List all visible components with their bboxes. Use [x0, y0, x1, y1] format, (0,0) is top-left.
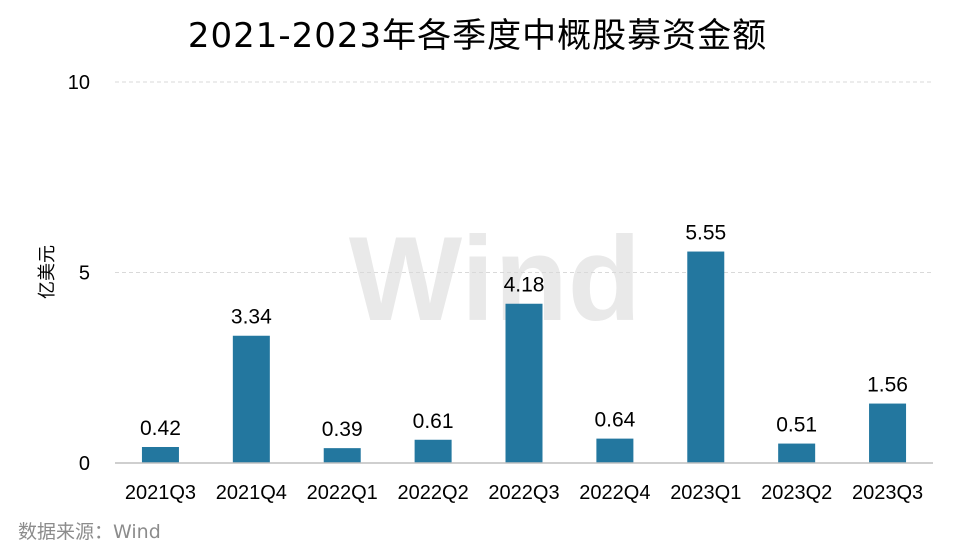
data-label: 4.18 — [504, 274, 545, 297]
bar — [232, 335, 270, 463]
y-tick-label: 10 — [68, 72, 90, 94]
x-tick-label: 2021Q3 — [125, 482, 196, 504]
x-tick-label: 2022Q2 — [398, 482, 469, 504]
data-label: 0.39 — [322, 418, 363, 441]
y-axis-label: 亿美元 — [37, 245, 58, 299]
watermark: Wind — [349, 212, 641, 346]
data-label: 0.51 — [776, 414, 817, 437]
x-tick-label: 2021Q4 — [216, 482, 287, 504]
x-tick-label: 2022Q3 — [488, 482, 559, 504]
data-label: 0.61 — [413, 410, 454, 433]
x-tick-label: 2023Q1 — [670, 482, 741, 504]
data-label: 0.64 — [594, 409, 635, 432]
x-tick-label: 2023Q3 — [852, 482, 923, 504]
bar — [141, 446, 179, 463]
bars — [141, 251, 907, 463]
x-tick-label: 2022Q4 — [579, 482, 650, 504]
y-tick-label: 5 — [79, 263, 90, 285]
bar — [687, 251, 725, 463]
bar — [414, 439, 452, 463]
source-note: 数据来源：Wind — [18, 521, 161, 543]
x-tick-label: 2023Q2 — [761, 482, 832, 504]
data-label: 3.34 — [231, 306, 272, 329]
data-label: 0.42 — [140, 417, 181, 440]
bar — [596, 438, 634, 463]
data-labels: 0.42 3.34 0.39 0.61 4.18 0.64 5.55 0.51 1.56 — [140, 222, 908, 442]
y-axis: 0 5 10 — [68, 72, 90, 475]
data-label: 5.55 — [685, 222, 726, 245]
x-tick-label: 2022Q1 — [307, 482, 378, 504]
bar — [778, 443, 816, 463]
data-label: 1.56 — [867, 374, 908, 397]
grid-lines — [115, 81, 933, 273]
chart-title: 2021-2023年各季度中概股募资金额 — [187, 16, 768, 56]
bar — [323, 448, 361, 463]
y-tick-label: 0 — [79, 453, 90, 475]
x-axis: 2021Q3 2021Q4 2022Q1 2022Q2 2022Q3 2022Q4 2023… — [125, 482, 923, 504]
bar — [869, 403, 907, 463]
bar — [505, 303, 543, 463]
